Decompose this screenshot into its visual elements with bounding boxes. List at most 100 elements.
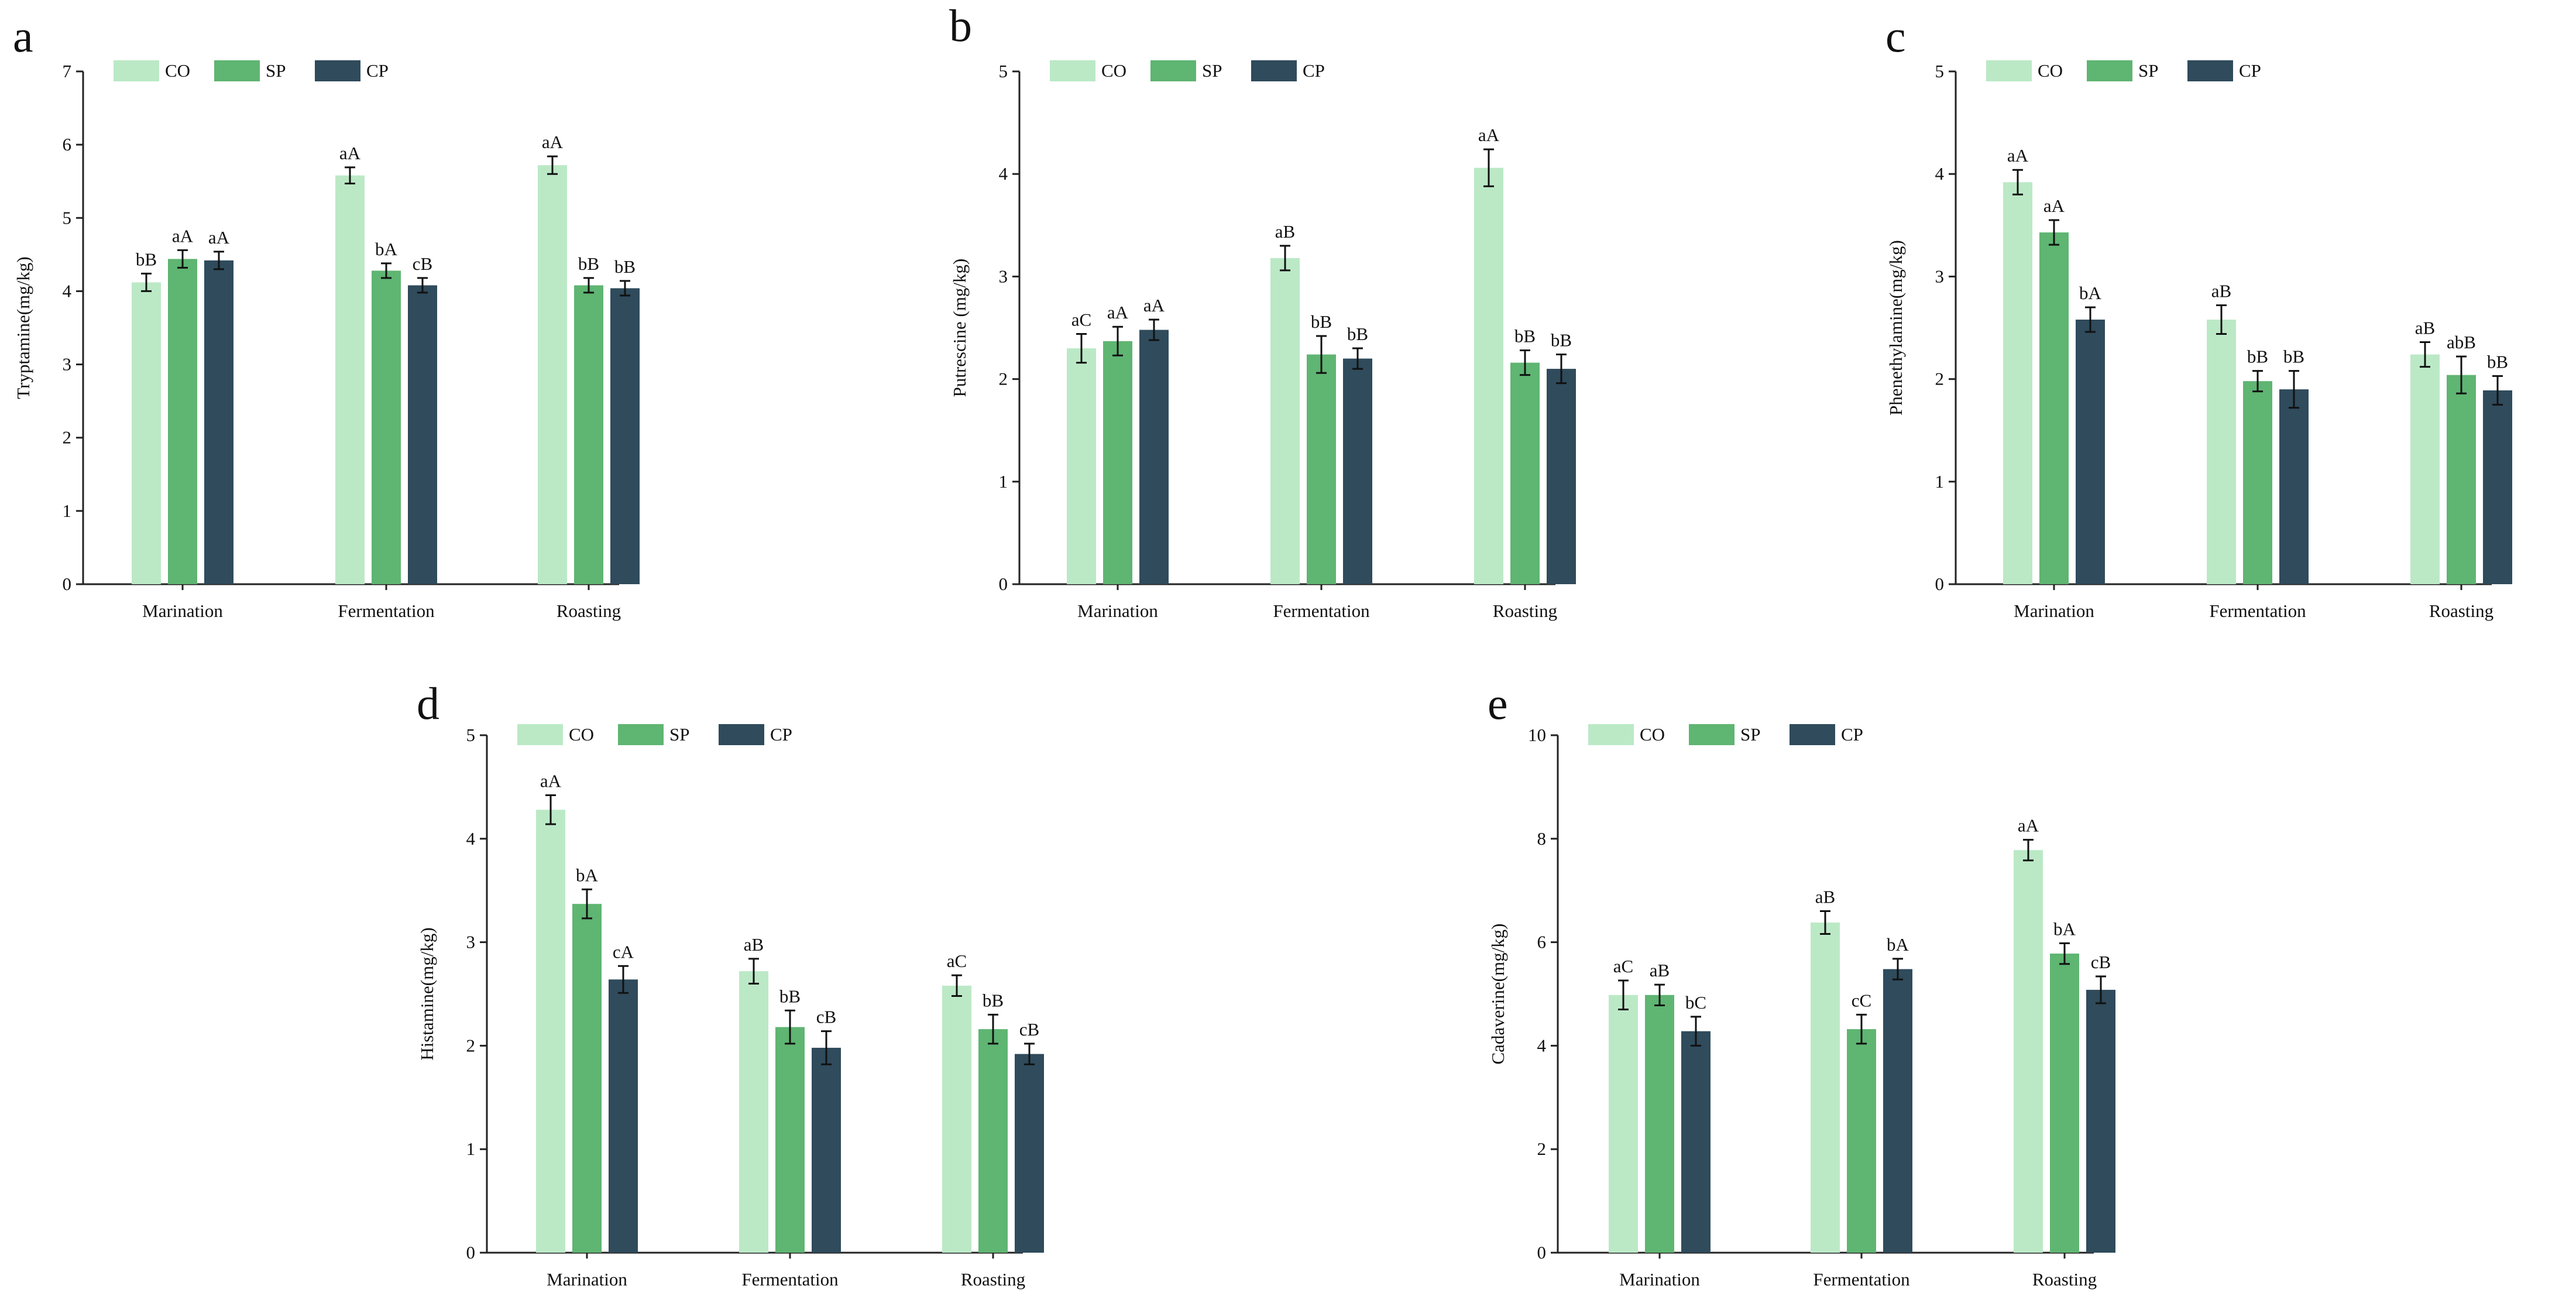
bar-sp bbox=[574, 285, 603, 584]
bar-sp bbox=[978, 1029, 1008, 1253]
data-label: bB bbox=[1347, 324, 1368, 344]
data-label: aB bbox=[2415, 318, 2435, 338]
panel-letter: b bbox=[949, 0, 972, 51]
y-tick-label: 2 bbox=[466, 1035, 476, 1055]
x-tick-label: Roasting bbox=[2032, 1269, 2097, 1290]
bar-co bbox=[538, 165, 567, 584]
y-tick-label: 3 bbox=[999, 266, 1008, 286]
legend-label-co: CO bbox=[1640, 724, 1665, 745]
bar-co bbox=[2410, 354, 2440, 584]
legend: CO SP CP bbox=[1050, 60, 1325, 81]
legend-swatch-cp bbox=[719, 724, 764, 745]
panel-letter: e bbox=[1488, 678, 1508, 729]
x-tick-label: Marination bbox=[1077, 601, 1158, 621]
y-tick-label: 0 bbox=[466, 1242, 476, 1263]
bar-co bbox=[1609, 995, 1638, 1253]
legend-label-sp: SP bbox=[2138, 60, 2158, 81]
legend-swatch-sp bbox=[1150, 60, 1196, 81]
y-tick-label: 2 bbox=[63, 427, 72, 448]
bar-co bbox=[2207, 319, 2236, 584]
data-label: cB bbox=[2091, 952, 2111, 972]
legend-swatch-co bbox=[1986, 60, 2032, 81]
y-tick-label: 0 bbox=[999, 574, 1008, 594]
data-label: bA bbox=[1887, 934, 1909, 955]
y-tick-label: 5 bbox=[999, 61, 1008, 81]
y-axis-label: Tryptamine(mg/kg) bbox=[13, 256, 33, 399]
legend-label-sp: SP bbox=[266, 60, 286, 81]
data-label: bB bbox=[1551, 330, 1572, 351]
bar-cp bbox=[204, 260, 233, 585]
legend-label-cp: CP bbox=[366, 60, 389, 81]
legend-label-cp: CP bbox=[2239, 60, 2261, 81]
data-label: aA bbox=[542, 132, 564, 152]
bar-co bbox=[1270, 258, 1300, 584]
data-label: bA bbox=[576, 865, 599, 885]
x-tick-label: Fermentation bbox=[1273, 601, 1370, 621]
data-label: cB bbox=[413, 253, 432, 274]
y-tick-label: 8 bbox=[1537, 828, 1547, 849]
data-label: bA bbox=[375, 239, 398, 259]
bar-sp bbox=[168, 259, 197, 584]
chart-panel-c: c 0 1 2 3 4 5 Phenethylamine(mg/kg) Marination Fe… bbox=[1885, 11, 2512, 621]
x-tick-label: Fermentation bbox=[741, 1269, 839, 1290]
bar-sp bbox=[1645, 995, 1674, 1253]
bar-cp bbox=[610, 288, 640, 584]
data-label: bA bbox=[2053, 918, 2076, 939]
panel-letter: a bbox=[13, 11, 33, 61]
legend: CO SP CP bbox=[114, 60, 389, 81]
data-label: bB bbox=[578, 253, 599, 274]
x-tick-label: Fermentation bbox=[2209, 601, 2306, 621]
data-label: aC bbox=[1613, 956, 1633, 976]
bar-cp bbox=[2076, 319, 2105, 584]
panel-letter: d bbox=[417, 678, 439, 729]
legend-swatch-cp bbox=[1790, 724, 1835, 745]
bar-co bbox=[942, 985, 971, 1253]
bar-co bbox=[1474, 167, 1503, 584]
y-tick-label: 5 bbox=[1935, 61, 1945, 81]
x-tick-label: Marination bbox=[1619, 1269, 1700, 1290]
y-tick-label: 4 bbox=[999, 163, 1008, 184]
y-tick-label: 3 bbox=[63, 354, 72, 375]
chart-panel-d: d 0 1 2 3 4 5 Histamine(mg/kg) Marination Ferment… bbox=[417, 678, 1044, 1290]
x-tick-label: Roasting bbox=[1493, 601, 1557, 621]
x-tick-label: Marination bbox=[2014, 601, 2094, 621]
legend-label-co: CO bbox=[165, 60, 190, 81]
data-label: aA bbox=[2018, 815, 2039, 836]
bar-sp bbox=[1510, 362, 1540, 584]
bar-sp bbox=[572, 904, 602, 1253]
y-axis-label: Putrescine (mg/kg) bbox=[949, 259, 970, 397]
data-label: aB bbox=[1275, 221, 1295, 242]
legend-label-sp: SP bbox=[669, 724, 689, 745]
legend-label-cp: CP bbox=[770, 724, 792, 745]
y-tick-label: 4 bbox=[63, 280, 72, 301]
x-tick-label: Fermentation bbox=[338, 601, 435, 621]
x-tick-label: Fermentation bbox=[1813, 1269, 1910, 1290]
y-axis-label: Phenethylamine(mg/kg) bbox=[1885, 240, 1906, 416]
bar-cp bbox=[812, 1047, 841, 1253]
data-label: bB bbox=[779, 986, 801, 1006]
panel-letter: c bbox=[1885, 11, 1906, 61]
x-tick-label: Marination bbox=[547, 1269, 627, 1290]
legend-swatch-co bbox=[1050, 60, 1095, 81]
y-tick-label: 6 bbox=[1537, 932, 1547, 952]
bar-cp bbox=[1015, 1054, 1044, 1253]
x-tick-label: Roasting bbox=[557, 601, 621, 621]
bar-co bbox=[739, 971, 768, 1253]
data-label: aA bbox=[1107, 302, 1129, 323]
legend-label-co: CO bbox=[2038, 60, 2063, 81]
legend: CO SP CP bbox=[1588, 724, 1863, 745]
bar-sp bbox=[1847, 1029, 1876, 1253]
bar-cp bbox=[1883, 969, 1912, 1253]
bar-cp bbox=[1139, 330, 1169, 584]
data-label: aA bbox=[2007, 145, 2029, 166]
legend-label-co: CO bbox=[569, 724, 594, 745]
legend-label-cp: CP bbox=[1841, 724, 1863, 745]
y-tick-label: 4 bbox=[1935, 163, 1945, 184]
legend-swatch-sp bbox=[618, 724, 664, 745]
x-tick-label: Roasting bbox=[961, 1269, 1025, 1290]
legend-label-sp: SP bbox=[1740, 724, 1760, 745]
legend-swatch-co bbox=[114, 60, 159, 81]
bar-cp bbox=[2086, 989, 2115, 1253]
y-tick-label: 10 bbox=[1528, 725, 1546, 745]
data-label: cB bbox=[816, 1007, 836, 1027]
